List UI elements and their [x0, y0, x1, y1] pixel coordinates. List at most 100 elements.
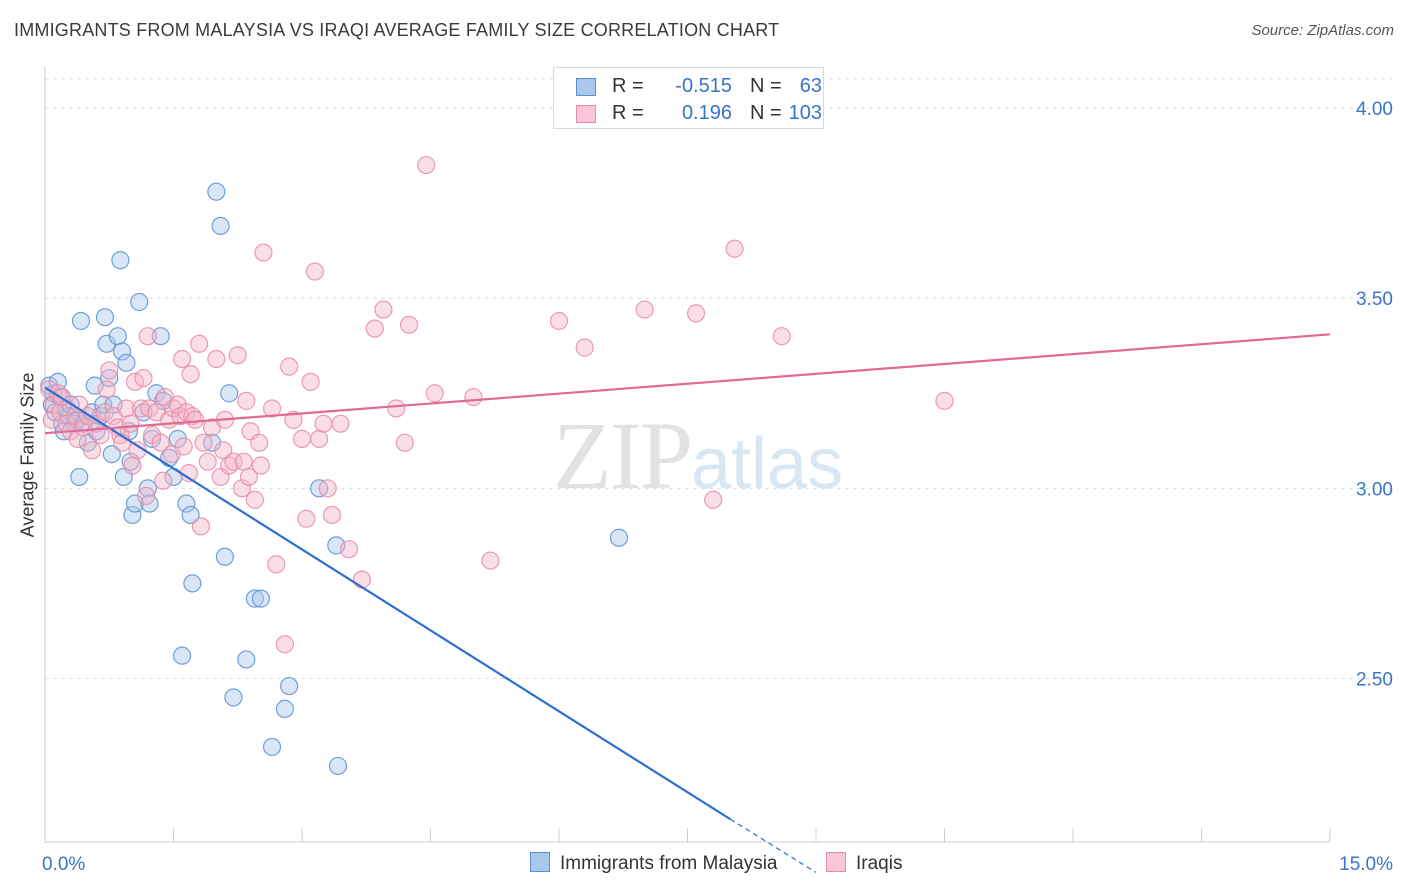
iraqi-point: [305, 262, 324, 281]
bottom-legend-swatch-malaysia: [530, 852, 550, 872]
iraqi-point: [125, 372, 145, 391]
iraqi-point: [387, 399, 406, 418]
iraqi-point: [425, 384, 444, 403]
legend-swatch-iraqis: [576, 105, 596, 123]
malaysia-point: [117, 353, 136, 372]
iraqi-point: [635, 300, 654, 319]
x-tick-label-max: 15.0%: [1339, 854, 1393, 875]
iraqi-point: [91, 425, 110, 445]
iraqi-point: [310, 429, 329, 448]
bottom-legend-label-malaysia: Immigrants from Malaysia: [560, 853, 778, 874]
iraqi-point: [134, 368, 153, 388]
bottom-legend-iraqis[interactable]: Iraqis: [826, 852, 902, 875]
iraqi-point: [322, 505, 342, 525]
malaysia-trend-line: [44, 386, 731, 821]
iraqi-point: [51, 403, 70, 422]
malaysia-point: [130, 292, 149, 312]
y-tick-label: 2.50: [1356, 669, 1393, 690]
iraqi-point: [151, 433, 170, 452]
malaysia-point: [70, 467, 89, 487]
malaysia-point: [85, 376, 104, 395]
malaysia-point: [280, 676, 299, 696]
iraqi-point: [100, 361, 119, 380]
legend-r-value: 0.196: [681, 102, 732, 124]
iraqi-point: [292, 429, 312, 448]
iraqi-point: [935, 391, 954, 410]
bottom-legend-malaysia[interactable]: Immigrants from Malaysia: [530, 852, 778, 875]
iraqi-point: [198, 452, 217, 471]
iraqi-point: [704, 490, 723, 509]
iraqi-point: [207, 349, 226, 369]
iraqi-point: [237, 391, 256, 410]
iraqi-trend-line: [44, 333, 1331, 435]
malaysia-point: [181, 505, 200, 525]
iraqi-point: [549, 311, 569, 331]
malaysia-point: [142, 429, 162, 448]
iraqi-point: [250, 433, 269, 452]
malaysia-point: [111, 251, 130, 270]
legend-n-label: N =: [750, 102, 782, 124]
iraqi-point: [185, 410, 205, 429]
iraqi-point: [191, 517, 211, 536]
iraqi-point: [481, 551, 500, 570]
iraqi-point: [301, 372, 320, 391]
iraqi-point: [181, 365, 200, 384]
iraqi-point: [194, 433, 213, 452]
bottom-legend-swatch-iraqis: [826, 852, 846, 872]
iraqi-point: [121, 414, 140, 433]
iraqi-point: [352, 570, 372, 589]
malaysia-point: [215, 547, 234, 566]
iraqi-point: [190, 334, 209, 353]
malaysia-point: [95, 308, 115, 327]
iraqi-point: [239, 467, 258, 487]
iraqi-point: [297, 509, 316, 528]
chart-title: IMMIGRANTS FROM MALAYSIA VS IRAQI AVERAG…: [14, 20, 780, 40]
malaysia-point: [112, 342, 132, 361]
legend-n-value: 103: [788, 102, 822, 124]
malaysia-point: [262, 737, 282, 757]
iraqi-point: [267, 555, 286, 574]
malaysia-point: [102, 444, 121, 464]
iraqi-point: [395, 433, 414, 452]
malaysia-point: [251, 589, 270, 608]
malaysia-point: [172, 646, 192, 665]
legend-n-label: N =: [750, 75, 782, 97]
malaysia-point: [147, 384, 166, 403]
legend-swatch-malaysia: [576, 78, 596, 96]
malaysia-point: [71, 311, 91, 331]
malaysia-point: [245, 589, 264, 608]
malaysia-point: [138, 479, 157, 498]
iraqi-point: [138, 327, 157, 346]
iraqi-point: [83, 441, 102, 460]
y-tick-label: 4.00: [1356, 99, 1393, 120]
iraqi-point: [318, 479, 337, 498]
iraqi-point: [254, 243, 273, 262]
malaysia-point: [183, 574, 202, 593]
iraqi-point: [314, 414, 333, 433]
iraqi-point: [365, 319, 384, 338]
iraqi-point: [234, 452, 253, 471]
y-tick-label: 3.50: [1356, 289, 1393, 310]
iraqi-point: [340, 540, 359, 559]
iraqi-point: [97, 380, 116, 399]
iraqi-point: [284, 410, 303, 429]
iraqi-point: [224, 452, 243, 471]
iraqi-point: [174, 437, 193, 456]
iraqi-point: [228, 346, 247, 365]
malaysia-point: [151, 327, 170, 346]
iraqi-point: [136, 486, 156, 506]
iraqi-point: [686, 304, 706, 323]
malaysia-point: [123, 505, 142, 525]
correlation-legend: R = -0.515 N = 63 R = 0.196 N = 103: [553, 67, 824, 129]
legend-n-value: 63: [799, 75, 822, 97]
iraqi-point: [172, 349, 192, 369]
iraqi-point: [154, 471, 173, 490]
malaysia-point: [220, 384, 239, 403]
iraqi-point: [374, 300, 393, 319]
iraqi-point: [464, 387, 483, 407]
iraqi-point: [399, 315, 419, 334]
watermark-atlas: atlas: [691, 424, 844, 504]
malaysia-point: [177, 494, 196, 513]
malaysia-point: [108, 327, 127, 346]
